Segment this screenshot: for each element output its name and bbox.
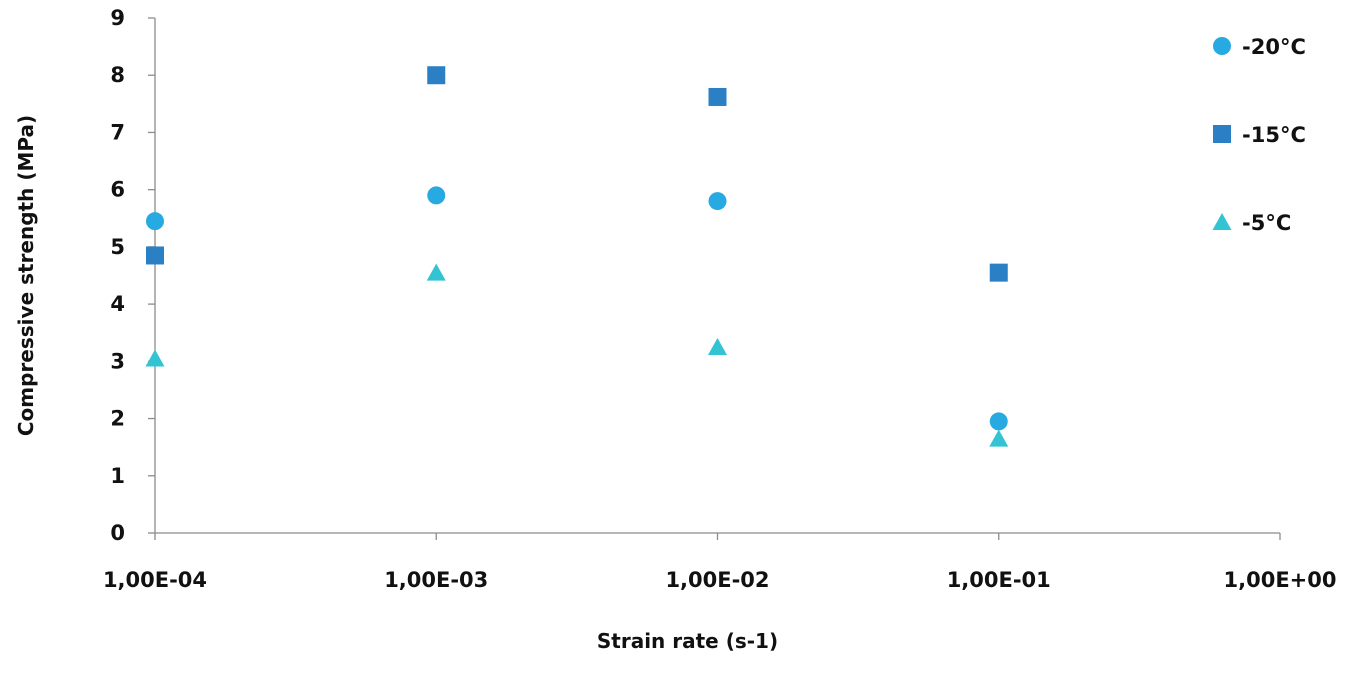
x-tick-label: 1,00E-01 (947, 568, 1051, 592)
y-tick-label: 9 (110, 6, 125, 30)
legend-marker-circle (1213, 37, 1231, 55)
x-axis-ticks: 1,00E-04 1,00E-03 1,00E-02 1,00E-01 1,00E+00 (103, 533, 1337, 592)
x-tick-label: 1,00E-03 (384, 568, 488, 592)
legend-label: -15°C (1242, 123, 1306, 147)
data-point-triangle (989, 430, 1008, 447)
y-tick-label: 2 (110, 407, 125, 431)
legend: -20°C -15°C -5°C (1213, 35, 1306, 235)
y-tick-label: 6 (110, 178, 125, 202)
x-tick-label: 1,00E+00 (1224, 568, 1337, 592)
y-tick-label: 4 (110, 292, 125, 316)
data-points (146, 66, 1009, 446)
data-point-square (990, 264, 1008, 282)
x-tick-label: 1,00E-02 (665, 568, 769, 592)
data-point-triangle (708, 338, 727, 355)
data-point-square (427, 66, 445, 84)
y-tick-label: 7 (110, 120, 125, 144)
y-tick-label: 0 (110, 521, 125, 545)
y-tick-label: 1 (110, 464, 125, 488)
legend-label: -20°C (1242, 35, 1306, 59)
data-point-circle (990, 412, 1008, 430)
series-circle (146, 186, 1008, 430)
data-point-circle (427, 186, 445, 204)
series-triangle (146, 264, 1009, 447)
legend-item: -20°C (1213, 35, 1306, 59)
legend-marker-triangle (1213, 213, 1232, 230)
data-point-circle (709, 192, 727, 210)
x-tick-label: 1,00E-04 (103, 568, 207, 592)
y-tick-label: 3 (110, 349, 125, 373)
x-axis-title: Strain rate (s-1) (597, 629, 778, 653)
y-tick-label: 8 (110, 63, 125, 87)
data-point-circle (146, 212, 164, 230)
legend-item: -5°C (1213, 211, 1292, 235)
data-point-square (146, 246, 164, 264)
series-square (146, 66, 1008, 281)
data-point-triangle (427, 264, 446, 281)
y-axis-ticks: 0 1 2 3 4 5 6 7 8 9 (110, 6, 155, 545)
y-tick-label: 5 (110, 235, 125, 259)
legend-label: -5°C (1242, 211, 1291, 235)
y-axis-title: Compressive strength (MPa) (14, 115, 38, 436)
legend-item: -15°C (1213, 123, 1306, 147)
data-point-square (709, 88, 727, 106)
data-point-triangle (146, 349, 165, 366)
legend-marker-square (1213, 125, 1231, 143)
